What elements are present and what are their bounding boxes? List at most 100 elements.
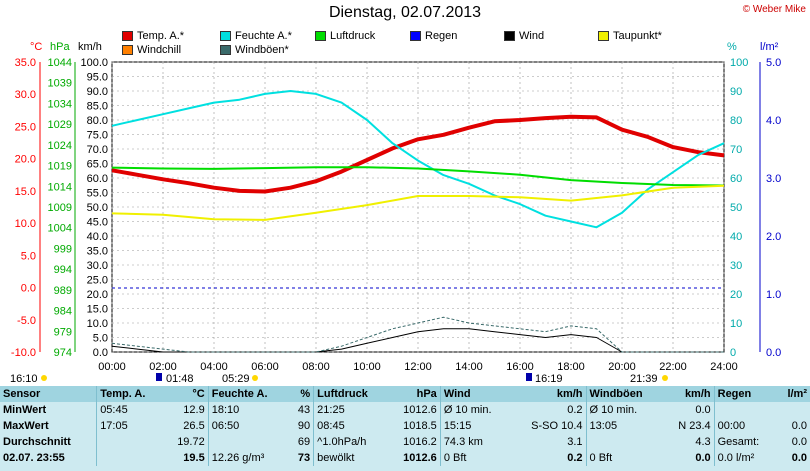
cell: 08:45 [313, 418, 389, 434]
legend-windchill-swatch [122, 45, 133, 55]
legend-rain-label: Regen [425, 30, 458, 42]
temp-tick-label: 10.0 [15, 218, 36, 230]
temp-tick-label: 5.0 [21, 250, 36, 262]
legend-rain: Regen [410, 30, 457, 42]
header-pressure: Luftdruck [313, 386, 389, 402]
series-line-feuchte-a [111, 90, 725, 229]
copyright-label: © Weber Mike [742, 4, 806, 15]
header-wind-unit: km/h [510, 386, 587, 402]
legend-windchill-label: Windchill [137, 44, 182, 56]
cell: 12.9 [183, 404, 205, 416]
wind-tick-label: 45.0 [87, 217, 108, 229]
legend-rain-swatch [410, 31, 421, 41]
series-line-luftdruck [111, 166, 725, 187]
cell [777, 402, 810, 418]
humidity-tick-label: 90 [730, 86, 742, 98]
legend-humidity: Feuchte A.* [220, 30, 292, 42]
cell: 0 Bft [585, 450, 664, 466]
humidity-tick-label: 70 [730, 144, 742, 156]
legend-wind-label: Wind [519, 30, 545, 42]
legend-dewpoint-swatch [598, 31, 609, 41]
wind-unit-label: km/h [78, 41, 102, 53]
cell: 1012.6 [403, 452, 437, 464]
humidity-tick-label: 20 [730, 289, 742, 301]
cell: 73 [297, 452, 311, 464]
cell: 0 Bft [439, 450, 511, 466]
wind-tick-label: 90.0 [87, 86, 108, 98]
wind-tick-label: 95.0 [87, 72, 108, 84]
legend-gusts-label: Windböen* [235, 44, 289, 56]
series-line-taupunkt [111, 184, 725, 221]
temp-tick-label: 25.0 [15, 121, 36, 133]
cell: 19.5 [183, 452, 205, 464]
axis-labels: 100.095.090.085.080.075.070.065.060.055.… [11, 57, 781, 373]
pressure-tick-label: 1044 [48, 57, 72, 69]
cell [713, 402, 777, 418]
humidity-tick-label: 80 [730, 115, 742, 127]
pressure-tick-label: 1034 [48, 98, 72, 110]
cell: ^1.0hPa/h [313, 434, 389, 450]
cell: 1012.6 [403, 404, 437, 416]
temp-tick-label: 35.0 [15, 57, 36, 69]
cell: 06:50 [207, 418, 290, 434]
cell: bewölkt [313, 450, 389, 466]
cell: 18:10 [207, 402, 290, 418]
legend-temp-swatch [122, 31, 133, 41]
header-pressure-unit: hPa [388, 386, 441, 402]
pressure-tick-label: 1024 [48, 140, 72, 152]
cell: 0.0 [695, 404, 711, 416]
moon-icon [526, 373, 532, 381]
cell: 90 [297, 420, 311, 432]
header-rain-unit: l/m² [776, 386, 810, 402]
rain-tick-label: 2.0 [766, 231, 781, 243]
cell: Ø 10 min. [585, 402, 664, 418]
cell: 3.1 [567, 436, 583, 448]
stats-row-max: MaxWert 17:05 26.5 06:50 90 08:45 1018.5… [0, 418, 810, 434]
chart-title: Dienstag, 02.07.2013 [328, 4, 482, 21]
wind-tick-label: 0.0 [93, 347, 108, 359]
cell: 43 [297, 404, 311, 416]
sunrise-label: 16:10 [10, 373, 38, 385]
weather-chart: 100.095.090.085.080.075.070.065.060.055.… [10, 41, 781, 385]
moon-label-3: 16:19 [535, 373, 563, 385]
time-tick-label: 20:00 [608, 361, 636, 373]
pressure-tick-label: 989 [54, 285, 72, 297]
stats-row-current: 02.07. 23:55 19.5 12.26 g/m³ 73 bewölkt … [0, 450, 810, 466]
rain-unit-label: l/m² [760, 41, 779, 53]
cell: 0.2 [567, 452, 583, 464]
temp-unit-label: °C [30, 41, 42, 53]
time-tick-label: 22:00 [659, 361, 687, 373]
wind-tick-label: 100.0 [80, 57, 108, 69]
humidity-tick-label: 40 [730, 231, 742, 243]
temp-tick-label: 15.0 [15, 186, 36, 198]
cell: 21:25 [313, 402, 389, 418]
cell: S-SO 10.4 [531, 420, 583, 432]
temp-tick-label: 30.0 [15, 89, 36, 101]
series-line-temp-a [111, 114, 725, 194]
humidity-tick-label: 100 [730, 57, 748, 69]
rain-tick-label: 4.0 [766, 115, 781, 127]
humidity-tick-label: 0 [730, 347, 736, 359]
temp-tick-label: 20.0 [15, 154, 36, 166]
sun-icon [662, 375, 668, 381]
cell: 4.3 [695, 436, 711, 448]
sunset-label: 21:39 [630, 373, 658, 385]
pressure-tick-label: 979 [54, 326, 72, 338]
legend-temp-label: Temp. A.* [137, 30, 185, 42]
header-sensor: Sensor [0, 386, 97, 402]
humidity-unit-label: % [727, 41, 737, 53]
pressure-tick-label: 1004 [48, 223, 72, 235]
pressure-tick-label: 1009 [48, 202, 72, 214]
cell: 0.0 [791, 420, 807, 432]
humidity-tick-label: 30 [730, 260, 742, 272]
cell: 0.0 [695, 452, 711, 464]
cell: 1018.5 [403, 420, 437, 432]
humidity-tick-label: 10 [730, 318, 742, 330]
grid [111, 61, 725, 353]
legend-pressure-swatch [315, 31, 326, 41]
moon-icon [156, 373, 162, 381]
time-tick-label: 24:00 [710, 361, 738, 373]
legend-gusts-swatch [220, 45, 231, 55]
pressure-tick-label: 994 [54, 264, 72, 276]
humidity-tick-label: 50 [730, 202, 742, 214]
